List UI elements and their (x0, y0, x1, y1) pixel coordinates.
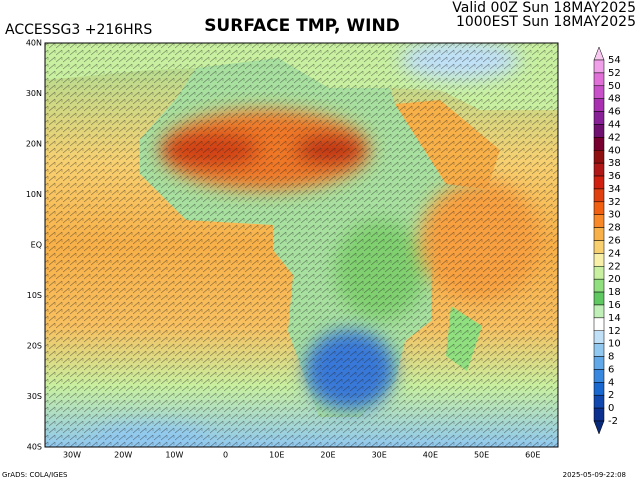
colorbar-label: 34 (608, 184, 621, 195)
map-field (45, 43, 558, 447)
colorbar-swatch (593, 394, 605, 409)
longitude-label: 50E (474, 451, 489, 460)
longitude-label: 0 (223, 451, 228, 460)
longitude-label: 10E (269, 451, 284, 460)
colorbar-tip (593, 46, 605, 61)
colorbar-swatch (593, 253, 605, 267)
colorbar-label: 38 (608, 158, 621, 169)
colorbar-swatch (593, 124, 605, 138)
latitude-label: 10N (26, 190, 42, 199)
colorbar-swatch (593, 291, 605, 306)
colorbar-label: 20 (608, 274, 621, 285)
latitude-label: 30N (26, 89, 42, 98)
longitude-label: 30E (372, 451, 387, 460)
colorbar-swatch (593, 188, 605, 203)
colorbar-swatch (593, 407, 605, 422)
colorbar-swatch (593, 343, 605, 357)
model-label: ACCESSG3 +216HRS (5, 22, 152, 38)
colorbar-swatch (593, 266, 605, 280)
map-frame (44, 42, 559, 448)
colorbar-label: 8 (608, 352, 614, 363)
colorbar-swatch (593, 201, 605, 215)
longitude-label: 20W (114, 451, 132, 460)
timestamp: 2025-05-09-22:08 (563, 471, 626, 479)
colorbar-label: 16 (608, 300, 621, 311)
colorbar-label: 22 (608, 261, 621, 272)
latitude-label: 20N (26, 140, 42, 149)
colorbar-swatch (593, 240, 605, 254)
latitude-label: 30S (27, 392, 42, 401)
colorbar-swatch (593, 278, 605, 293)
local-time: 1000EST Sun 18MAY2025 (456, 14, 636, 30)
map-title: SURFACE TMP, WIND (204, 16, 400, 36)
colorbar-label: 44 (608, 119, 621, 130)
colorbar-label: 28 (608, 223, 621, 234)
colorbar-label: 6 (608, 364, 614, 375)
latitude-label: 40N (26, 39, 42, 48)
latitude-label: 10S (27, 291, 42, 300)
colorbar-swatch (593, 382, 605, 396)
longitude-label: 40E (423, 451, 438, 460)
longitude-label: 20E (320, 451, 335, 460)
colorbar-label: 14 (608, 313, 621, 324)
colorbar-tip (593, 420, 605, 435)
valid-time: Valid 00Z Sun 18MAY2025 (452, 0, 636, 16)
colorbar-label: 36 (608, 171, 621, 182)
colorbar-label: 30 (608, 210, 621, 221)
colorbar-swatch (593, 227, 605, 241)
colorbar-label: 48 (608, 94, 621, 105)
source-label: GrADS: COLA/IGES (2, 471, 68, 479)
longitude-label: 10W (165, 451, 183, 460)
colorbar-swatch (593, 150, 605, 164)
colorbar-swatch (593, 330, 605, 344)
colorbar-label: 24 (608, 248, 621, 259)
colorbar-label: 46 (608, 107, 621, 118)
longitude-label: 30W (63, 451, 81, 460)
colorbar-swatch (593, 214, 605, 228)
colorbar-label: 54 (608, 55, 621, 66)
colorbar-label: 40 (608, 145, 621, 156)
colorbar-label: 2 (608, 390, 614, 401)
latitude-label: 20S (27, 342, 42, 351)
colorbar-swatch (593, 137, 605, 151)
colorbar-swatch (593, 317, 605, 332)
latitude-label: EQ (31, 241, 42, 250)
colorbar-label: 52 (608, 68, 621, 79)
colorbar-label: 18 (608, 287, 621, 298)
colorbar-label: 50 (608, 81, 621, 92)
colorbar-swatch (593, 98, 605, 112)
colorbar-label: 4 (608, 377, 614, 388)
colorbar-label: 26 (608, 236, 621, 247)
colorbar-label: 32 (608, 197, 621, 208)
colorbar-label: 12 (608, 326, 621, 337)
colorbar-label: 10 (608, 339, 621, 350)
colorbar-label: 0 (608, 403, 614, 414)
colorbar-swatch (593, 111, 605, 125)
colorbar-swatch (593, 356, 605, 370)
longitude-label: 60E (525, 451, 540, 460)
colorbar-swatch (593, 59, 605, 74)
latitude-label: 40S (27, 443, 42, 452)
colorbar-swatch (593, 369, 605, 383)
colorbar-swatch (593, 304, 605, 319)
colorbar-swatch (593, 162, 605, 177)
colorbar-label: 42 (608, 132, 621, 143)
colorbar-swatch (593, 72, 605, 87)
colorbar-label: -2 (608, 416, 618, 427)
colorbar-swatch (593, 85, 605, 99)
colorbar-swatch (593, 175, 605, 190)
